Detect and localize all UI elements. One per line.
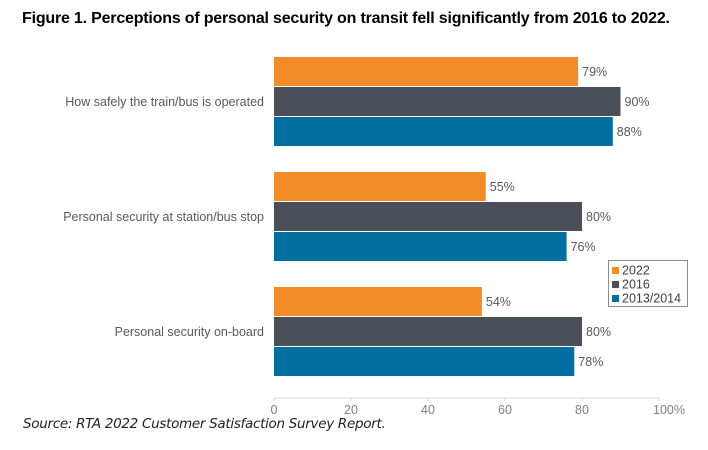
category-label: Personal security at station/bus stop xyxy=(63,210,264,224)
data-label: 80% xyxy=(586,210,611,224)
legend-label: 2022 xyxy=(622,264,650,278)
x-tick-label: 0 xyxy=(271,403,278,417)
bar-2016-1 xyxy=(274,202,582,231)
data-label: 78% xyxy=(578,355,603,369)
data-label: 90% xyxy=(625,95,650,109)
x-tick-label: 60 xyxy=(498,403,512,417)
legend-box xyxy=(608,260,688,307)
bar-2022-1 xyxy=(274,172,486,201)
legend-label: 2013/2014 xyxy=(622,292,681,306)
x-tick-label: 20 xyxy=(344,403,358,417)
legend-swatch-2022 xyxy=(612,267,619,274)
bar-2013-2014-1 xyxy=(274,232,567,261)
legend-label: 2016 xyxy=(622,278,650,292)
labels-layer: 79% 90% 88% How safely the train/bus is ope… xyxy=(63,65,649,369)
bar-2013-2014-2 xyxy=(274,347,575,376)
x-axis: 0 20 40 60 80 100% xyxy=(271,397,685,417)
data-label: 79% xyxy=(582,65,607,79)
data-label: 54% xyxy=(486,295,511,309)
x-tick-label: 80 xyxy=(575,403,589,417)
data-label: 76% xyxy=(571,240,596,254)
bar-2013-2014-0 xyxy=(274,117,613,146)
category-label: Personal security on-board xyxy=(115,325,264,339)
legend-swatch-2013-2014 xyxy=(612,295,619,302)
bars-layer xyxy=(274,57,621,376)
x-tick-label: 40 xyxy=(421,403,435,417)
data-label: 80% xyxy=(586,325,611,339)
bar-2016-2 xyxy=(274,317,582,346)
x-tick-label: 100% xyxy=(653,403,685,417)
bar-2016-0 xyxy=(274,87,621,116)
bar-2022-0 xyxy=(274,57,579,86)
data-label: 88% xyxy=(617,125,642,139)
figure-title: Figure 1. Perceptions of personal securi… xyxy=(22,10,670,27)
legend-swatch-2016 xyxy=(612,281,619,288)
data-label: 55% xyxy=(490,180,515,194)
source-note: Source: RTA 2022 Customer Satisfaction S… xyxy=(23,416,386,432)
category-label: How safely the train/bus is operated xyxy=(65,95,264,109)
bar-2022-2 xyxy=(274,287,482,316)
